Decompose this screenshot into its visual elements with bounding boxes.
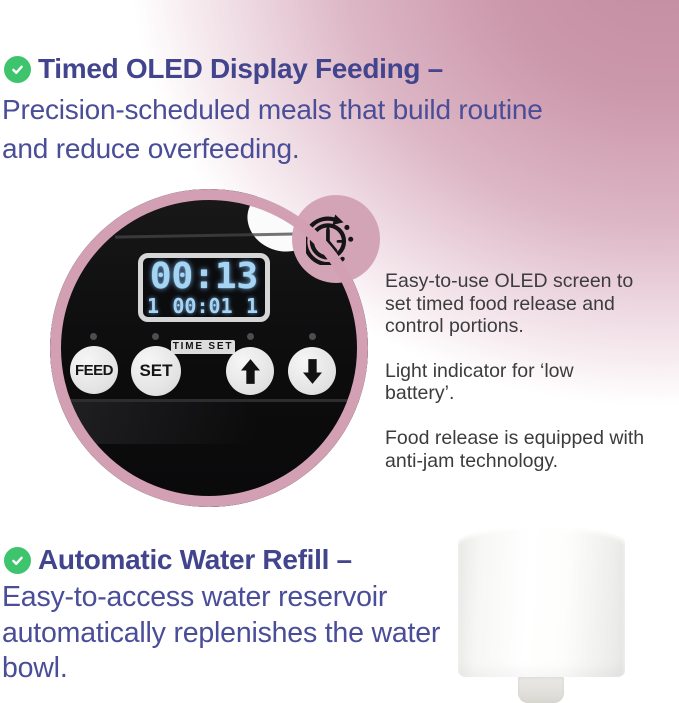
arrow-up-icon [240, 358, 260, 384]
feeder-control-panel-photo: 00:13 1 00:01 1 TIME SET FEED SET [50, 189, 368, 507]
feed-button: FEED [70, 346, 118, 394]
device-seam [50, 399, 368, 402]
indicator-led [90, 333, 97, 340]
device-seam-sheen [50, 402, 368, 444]
oled-portion-time: 00:01 [172, 294, 233, 318]
oled-meal-number-left: 1 [147, 294, 160, 318]
oled-sub-readout: 1 00:01 1 [147, 296, 258, 316]
reservoir-body [458, 526, 625, 677]
time-set-label: TIME SET [171, 340, 235, 354]
indicator-led [309, 333, 316, 340]
check-circle-icon [4, 56, 31, 83]
feature-point: Light indicator for ‘low battery’. [385, 359, 574, 405]
water-section-subtitle: Easy-to-access water reservoir automatic… [2, 581, 441, 684]
feature-points: Easy-to-use OLED screen to set timed foo… [385, 270, 645, 494]
oled-time-readout: 00:13 [149, 256, 259, 297]
feature-point: Easy-to-use OLED screen to set timed foo… [385, 270, 634, 338]
check-circle-icon [4, 547, 31, 574]
indicator-led [152, 333, 159, 340]
feature-point: Food release is equipped with anti-jam t… [385, 426, 645, 472]
feeding-section-title: Timed OLED Display Feeding – [38, 53, 443, 84]
water-section-title: Automatic Water Refill – [38, 544, 352, 575]
indicator-led [247, 333, 254, 340]
arrow-up-button [226, 347, 274, 395]
arrow-down-icon [302, 358, 322, 384]
feeding-section-subtitle: Precision-scheduled meals that build rou… [2, 94, 543, 164]
oled-meal-number-right: 1 [245, 294, 258, 318]
oled-display: 00:13 1 00:01 1 [138, 253, 270, 322]
water-reservoir-photo [458, 526, 625, 703]
device-top-edge [114, 232, 301, 239]
set-button: SET [131, 346, 181, 396]
reservoir-nozzle [518, 676, 564, 703]
arrow-down-button [288, 347, 336, 395]
